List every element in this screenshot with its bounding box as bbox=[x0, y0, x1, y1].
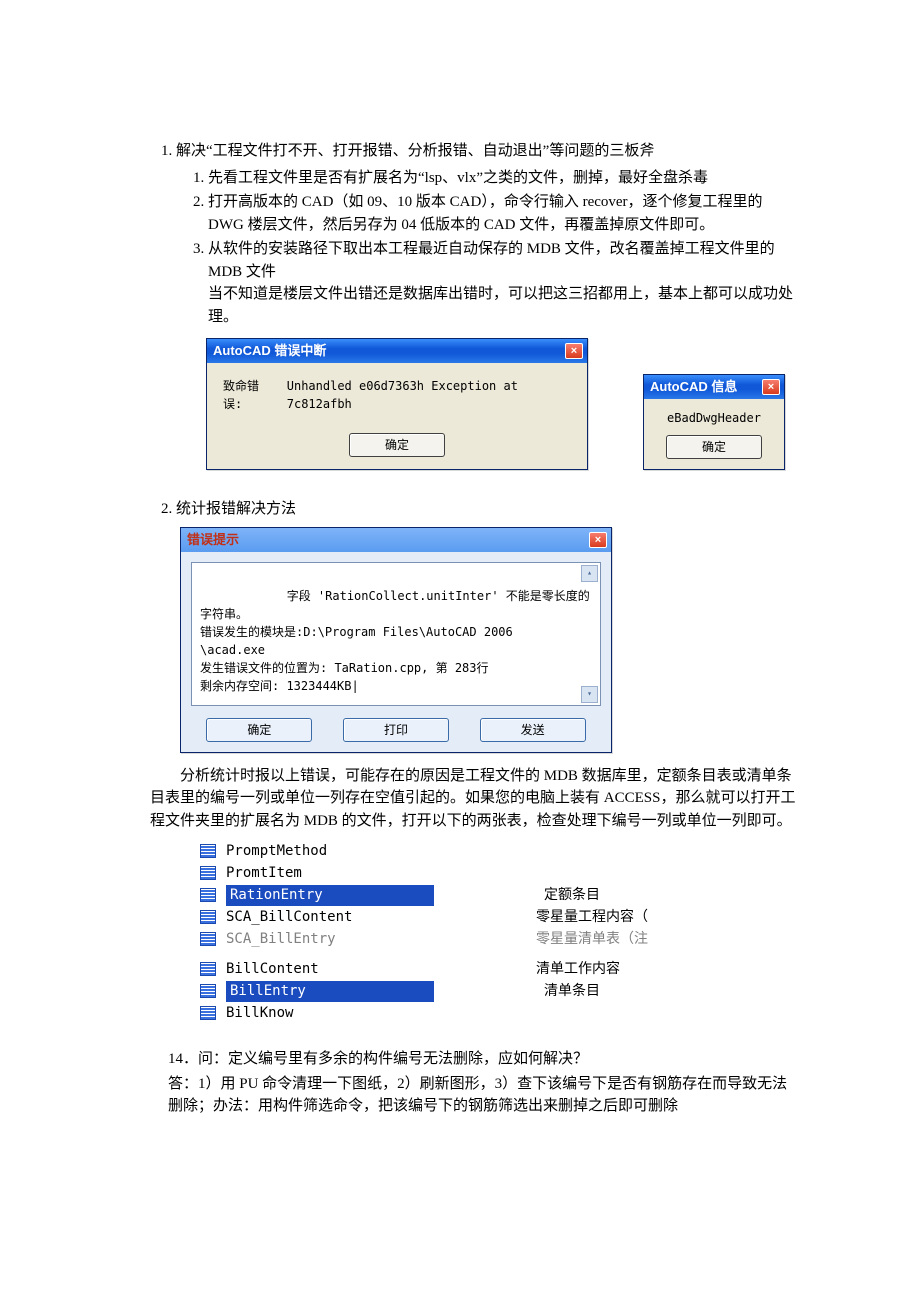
table-row[interactable]: BillKnow bbox=[200, 1002, 800, 1024]
dialog2-ok-button[interactable]: 确定 bbox=[666, 435, 762, 459]
prompt-print-button[interactable]: 打印 bbox=[343, 718, 449, 742]
sub-item-1: 先看工程文件里是否有扩展名为“lsp、vlx”之类的文件，删掉，最好全盘杀毒 bbox=[208, 167, 800, 190]
access-tables-group-b: BillContent 清单工作内容 BillEntry 清单条目 BillKnow bbox=[200, 958, 800, 1024]
dialog2-body: eBadDwgHeader 确定 bbox=[644, 399, 784, 469]
dialog2-button-row: 确定 bbox=[658, 435, 770, 459]
q14-block: 14．问：定义编号里有多余的构件编号无法删除，应如何解决？ 答：1）用 PU 命… bbox=[168, 1048, 800, 1118]
table-name: BillEntry bbox=[226, 981, 434, 1002]
table-desc: 零星量工程内容（ bbox=[536, 907, 648, 928]
group-gap bbox=[150, 950, 800, 958]
document-page: 解决“工程文件打不开、打开报错、分析报错、自动退出”等问题的三板斧 先看工程文件… bbox=[0, 0, 920, 1302]
table-icon bbox=[200, 1006, 216, 1020]
table-name: RationEntry bbox=[226, 885, 434, 906]
dialog-row: AutoCAD 错误中断 × 致命错误: Unhandled e06d7363h… bbox=[206, 338, 800, 470]
dialog2-title: AutoCAD 信息 bbox=[650, 377, 737, 397]
dialog2-message: eBadDwgHeader bbox=[658, 409, 770, 427]
table-icon bbox=[200, 984, 216, 998]
sub-item-3-note: 当不知道是楼层文件出错还是数据库出错时，可以把这三招都用上，基本上都可以成功处理… bbox=[208, 283, 800, 328]
scroll-up-icon[interactable]: ▴ bbox=[581, 565, 598, 582]
dialog1-ok-button[interactable]: 确定 bbox=[349, 433, 445, 457]
table-name: SCA_BillContent bbox=[226, 907, 426, 928]
q14-answer: 答：1）用 PU 命令清理一下图纸，2）刷新图形，3）查下该编号下是否有钢筋存在… bbox=[168, 1073, 800, 1118]
analysis-paragraph: 分析统计时报以上错误，可能存在的原因是工程文件的 MDB 数据库里，定额条目表或… bbox=[150, 765, 800, 833]
table-icon bbox=[200, 910, 216, 924]
table-name: BillKnow bbox=[226, 1003, 426, 1024]
prompt-text: 字段 'RationCollect.unitInter' 不能是零长度的字符串。… bbox=[200, 589, 590, 693]
access-tables-group-a: PromptMethodPromtItemRationEntry定额条目SCA_… bbox=[200, 840, 800, 950]
table-row[interactable]: SCA_BillEntry 零星量清单表（注 bbox=[200, 928, 800, 950]
prompt-titlebar: 错误提示 × bbox=[181, 528, 611, 552]
table-row[interactable]: SCA_BillContent 零星量工程内容（ bbox=[200, 906, 800, 928]
dialog2-titlebar: AutoCAD 信息 × bbox=[644, 375, 784, 399]
table-row[interactable]: BillEntry 清单条目 bbox=[200, 980, 800, 1002]
prompt-body: 字段 'RationCollect.unitInter' 不能是零长度的字符串。… bbox=[181, 552, 611, 752]
sub-item-3: 从软件的安装路径下取出本工程最近自动保存的 MDB 文件，改名覆盖掉工程文件里的… bbox=[208, 238, 800, 328]
table-row[interactable]: BillContent 清单工作内容 bbox=[200, 958, 800, 980]
table-icon bbox=[200, 932, 216, 946]
section-1-heading: 解决“工程文件打不开、打开报错、分析报错、自动退出”等问题的三板斧 bbox=[176, 143, 654, 159]
table-desc: 清单条目 bbox=[544, 981, 600, 1002]
error-prompt-dialog: 错误提示 × 字段 'RationCollect.unitInter' 不能是零… bbox=[180, 527, 612, 753]
prompt-title: 错误提示 bbox=[187, 530, 239, 550]
table-desc: 零星量清单表（注 bbox=[536, 929, 648, 950]
prompt-close-icon[interactable]: × bbox=[589, 532, 607, 548]
autocad-error-dialog: AutoCAD 错误中断 × 致命错误: Unhandled e06d7363h… bbox=[206, 338, 588, 470]
table-desc: 定额条目 bbox=[544, 885, 600, 906]
dialog1-message: Unhandled e06d7363h Exception at 7c812af… bbox=[287, 377, 571, 413]
table-name: PromtItem bbox=[226, 863, 426, 884]
prompt-textarea[interactable]: 字段 'RationCollect.unitInter' 不能是零长度的字符串。… bbox=[191, 562, 601, 706]
table-icon bbox=[200, 866, 216, 880]
autocad-info-dialog: AutoCAD 信息 × eBadDwgHeader 确定 bbox=[643, 374, 785, 470]
table-icon bbox=[200, 888, 216, 902]
dialog1-titlebar: AutoCAD 错误中断 × bbox=[207, 339, 587, 363]
section-1: 解决“工程文件打不开、打开报错、分析报错、自动退出”等问题的三板斧 先看工程文件… bbox=[176, 140, 800, 470]
table-row[interactable]: RationEntry 定额条目 bbox=[200, 884, 800, 906]
scroll-down-icon[interactable]: ▾ bbox=[581, 686, 598, 703]
table-icon bbox=[200, 844, 216, 858]
sub-item-3-text: 从软件的安装路径下取出本工程最近自动保存的 MDB 文件，改名覆盖掉工程文件里的… bbox=[208, 241, 775, 280]
dialog1-label: 致命错误: bbox=[223, 377, 275, 413]
q14-question: 14．问：定义编号里有多余的构件编号无法删除，应如何解决？ bbox=[168, 1048, 800, 1071]
section-2: 统计报错解决方法 错误提示 × 字段 'RationCollect.unitIn… bbox=[176, 498, 800, 753]
dialog2-close-icon[interactable]: × bbox=[762, 379, 780, 395]
table-icon bbox=[200, 962, 216, 976]
table-desc: 清单工作内容 bbox=[536, 959, 620, 980]
sub-item-2: 打开高版本的 CAD（如 09、10 版本 CAD），命令行输入 recover… bbox=[208, 191, 800, 236]
dialog1-title: AutoCAD 错误中断 bbox=[213, 341, 326, 361]
table-name: SCA_BillEntry bbox=[226, 929, 426, 950]
table-name: BillContent bbox=[226, 959, 426, 980]
dialog1-button-row: 确定 bbox=[223, 433, 571, 457]
table-row[interactable]: PromtItem bbox=[200, 862, 800, 884]
table-row[interactable]: PromptMethod bbox=[200, 840, 800, 862]
main-ordered-list: 解决“工程文件打不开、打开报错、分析报错、自动退出”等问题的三板斧 先看工程文件… bbox=[150, 140, 800, 753]
dialog1-body: 致命错误: Unhandled e06d7363h Exception at 7… bbox=[207, 363, 587, 469]
section-2-heading: 统计报错解决方法 bbox=[176, 501, 296, 517]
dialog1-close-icon[interactable]: × bbox=[565, 343, 583, 359]
table-name: PromptMethod bbox=[226, 841, 426, 862]
section-1-sublist: 先看工程文件里是否有扩展名为“lsp、vlx”之类的文件，删掉，最好全盘杀毒 打… bbox=[176, 167, 800, 329]
prompt-send-button[interactable]: 发送 bbox=[480, 718, 586, 742]
